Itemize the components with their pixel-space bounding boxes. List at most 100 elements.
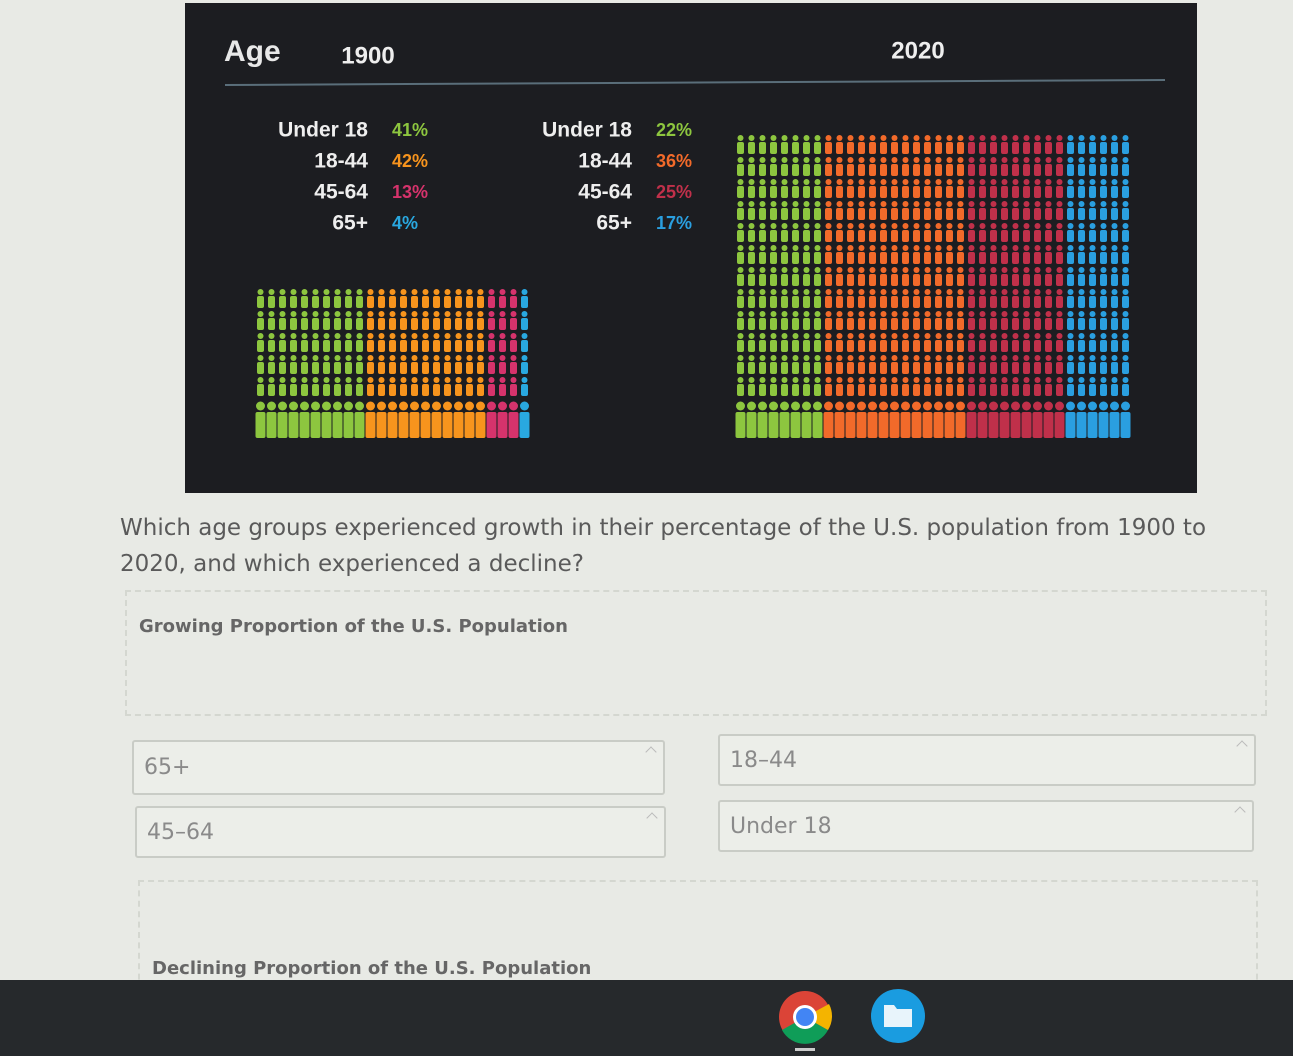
person-head [891,267,898,273]
person-head [747,401,756,411]
person-head [1012,179,1019,185]
person-head [737,157,744,163]
person-head [289,401,298,411]
person-body [869,340,876,352]
drop-zone[interactable]: Declining Proportion of the U.S. Populat… [138,880,1258,990]
person-body [792,340,799,352]
person-head [748,289,755,295]
person-body [1067,164,1074,176]
person-head [499,289,506,295]
person-body [1078,164,1085,176]
option[interactable]: Under 18 [718,800,1254,852]
person-head [957,267,964,273]
person-body [455,340,462,352]
person-head [748,157,755,163]
person-head [902,135,909,141]
person-head [1122,333,1129,339]
person-body [990,208,997,220]
person-body [979,186,986,198]
chrome-icon[interactable] [779,991,833,1051]
person-head [748,355,755,361]
person-body [781,186,788,198]
person-body [955,412,966,438]
person-head [913,245,920,251]
person-head [748,201,755,207]
option[interactable]: 18–44 [718,734,1256,786]
person-body [935,164,942,176]
person-body [389,362,396,374]
person-body [257,296,264,308]
person-head [847,289,854,295]
person-head [1023,179,1030,185]
person-body [378,340,385,352]
person-head [367,355,374,361]
person-body [367,340,374,352]
person-head [979,179,986,185]
person-head [847,201,854,207]
person-head [1077,401,1086,411]
person-head [1067,201,1074,207]
person-head [924,267,931,273]
person-body [1023,208,1030,220]
option[interactable]: 65+ [132,740,665,795]
person-body [770,164,777,176]
person-head [366,401,375,411]
person-body [488,384,495,396]
person-body [966,412,977,438]
person-body [1012,252,1019,264]
person-head [814,201,821,207]
person-head [902,267,909,273]
person-body [420,412,431,438]
person-body [902,252,909,264]
person-body [290,340,297,352]
person-body [378,362,385,374]
person-body [1122,164,1129,176]
person-head [510,333,517,339]
person-body [1023,230,1030,242]
person-head [257,377,264,383]
person-head [1044,401,1053,411]
person-body [312,318,319,330]
person-body [301,318,308,330]
person-body [323,384,330,396]
person-head [869,355,876,361]
files-icon[interactable] [871,989,925,1043]
person-body [499,296,506,308]
person-head [279,355,286,361]
person-body [433,340,440,352]
person-head [858,201,865,207]
person-head [858,355,865,361]
person-body [858,362,865,374]
person-head [1001,267,1008,273]
person-body [858,296,865,308]
person-body [781,208,788,220]
person-head [869,179,876,185]
person-head [454,401,463,411]
person-head [836,377,843,383]
person-body [902,296,909,308]
person-body [1067,362,1074,374]
person-head [1001,179,1008,185]
person-head [737,333,744,339]
person-head [803,179,810,185]
person-head [433,333,440,339]
person-body [398,412,409,438]
person-head [1099,401,1108,411]
person-head [902,311,909,317]
person-body [913,318,920,330]
person-head [1100,179,1107,185]
person-body [737,296,744,308]
person-body [803,384,810,396]
person-head [1067,289,1074,295]
person-body [1056,274,1063,286]
person-body [422,296,429,308]
person-body [957,318,964,330]
person-head [737,311,744,317]
person-head [455,289,462,295]
person-body [869,252,876,264]
person-body [990,274,997,286]
option[interactable]: 45–64 [135,806,666,858]
drop-zone[interactable]: Growing Proportion of the U.S. Populatio… [125,590,1267,716]
person-head [737,245,744,251]
person-head [935,157,942,163]
